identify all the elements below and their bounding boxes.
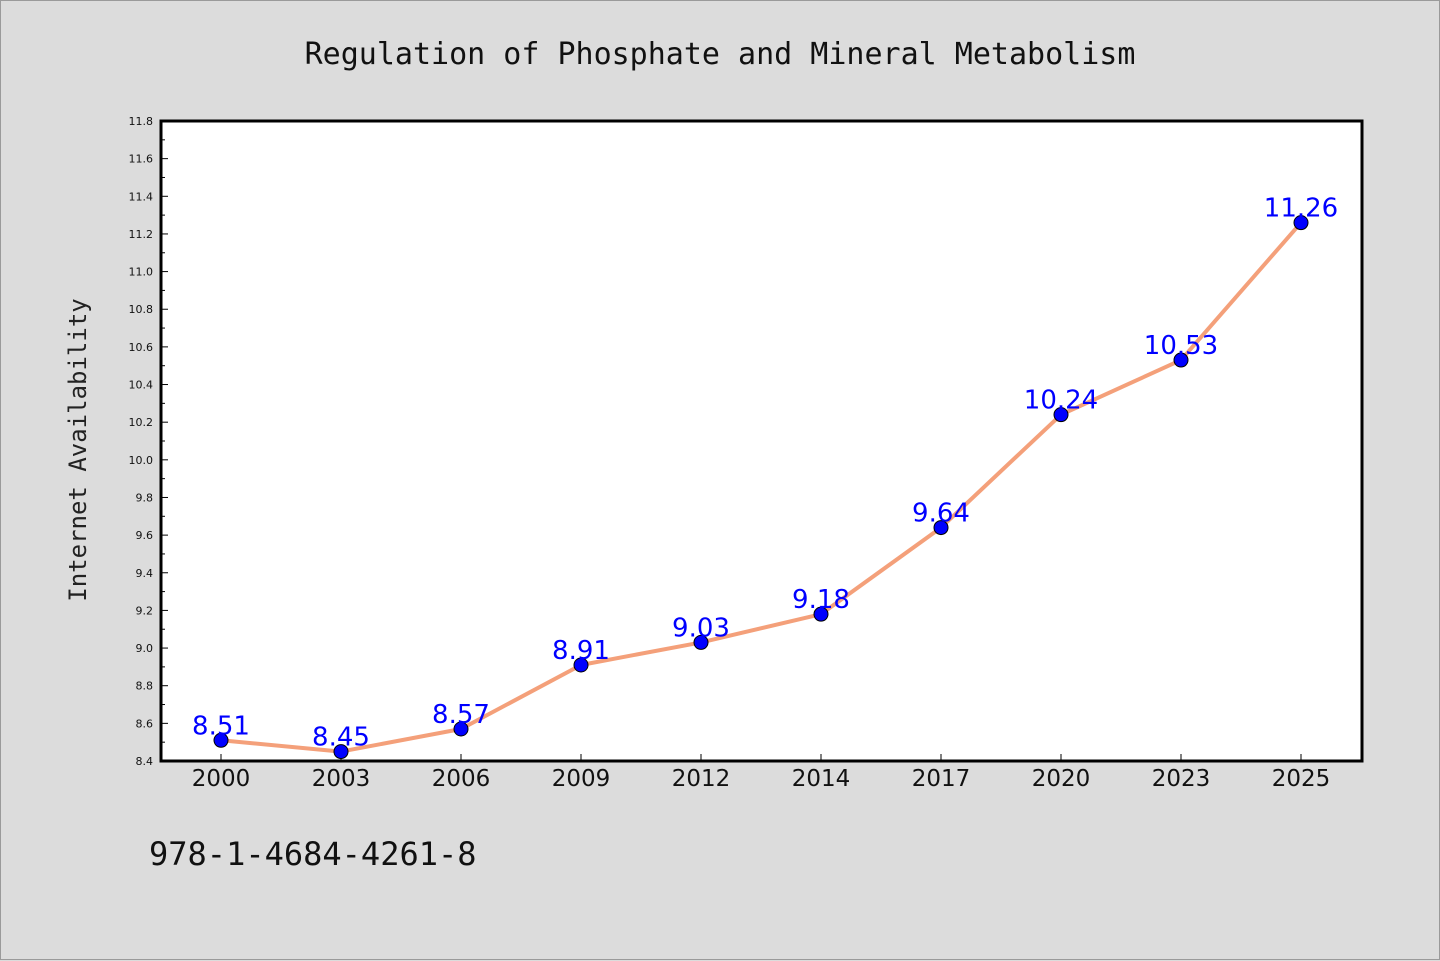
x-tick-label: 2006 [432,766,491,792]
data-label: 10.24 [1024,386,1098,416]
y-tick-label: 8.4 [136,755,154,768]
x-tick-label: 2025 [1272,766,1331,792]
y-tick-label: 10.2 [129,416,154,429]
data-labels-group: 8.51 8.45 8.57 8.91 9.03 9.18 9.64 10.24 10.53 11… [192,194,1338,753]
x-tick-label: 2009 [552,766,611,792]
data-label: 9.03 [672,613,730,643]
data-label: 8.91 [552,636,610,666]
x-tick-label: 2020 [1032,766,1091,792]
y-tick-label: 11.0 [129,266,154,279]
data-point [1053,407,1069,423]
isbn-text: 978-1-4684-4261-8 [149,835,477,873]
y-tick-label: 8.6 [136,717,154,730]
data-point [573,657,589,673]
chart-title: Regulation of Phosphate and Mineral Meta… [305,37,1136,72]
y-tick-label: 8.8 [136,680,154,693]
plot-area [159,119,1364,763]
y-tick-label: 10.6 [129,341,154,354]
data-label: 11.26 [1264,194,1338,224]
data-label: 9.64 [912,499,970,529]
y-axis-label: Internet Availability [64,298,92,601]
data-point [333,744,349,760]
y-tick-label: 9.4 [136,567,154,580]
x-tick-label: 2000 [192,766,251,792]
y-tick-label: 10.8 [129,303,154,316]
y-tick-label: 11.8 [129,115,154,128]
data-label: 8.45 [312,723,370,753]
y-tick-label: 9.8 [136,491,154,504]
data-point [453,721,469,737]
data-label: 9.18 [792,585,850,615]
data-point [1173,352,1189,368]
y-tick-label: 9.6 [136,529,154,542]
data-label: 8.51 [192,711,250,741]
x-tick-label: 2003 [312,766,371,792]
y-tick-label: 9.2 [136,604,154,617]
y-tick-label: 11.4 [129,190,154,203]
y-tick-label: 9.0 [136,642,154,655]
y-axis-ticks: 8.4 8.6 8.8 9.0 9.2 9.4 9.6 9.8 10.0 10.2 10.4 10.6… [129,115,168,768]
data-point [933,520,949,536]
x-tick-label: 2014 [792,766,851,792]
series-line [219,220,1303,754]
data-label: 8.57 [432,700,490,730]
data-point [693,634,709,650]
data-point [213,732,229,748]
data-point [1293,215,1309,231]
series-group [213,215,1309,760]
y-tick-label: 10.4 [129,379,154,392]
y-tick-label: 11.2 [129,228,154,241]
data-point [813,606,829,622]
y-tick-label: 10.0 [129,454,154,467]
x-axis-ticks: 2000 2003 2006 2009 2012 2014 2017 2020 2023 2025 [192,754,1331,792]
y-tick-label: 11.6 [129,153,154,166]
x-tick-label: 2017 [912,766,971,792]
data-label: 10.53 [1144,331,1218,361]
x-tick-label: 2023 [1152,766,1211,792]
x-tick-label: 2012 [672,766,731,792]
